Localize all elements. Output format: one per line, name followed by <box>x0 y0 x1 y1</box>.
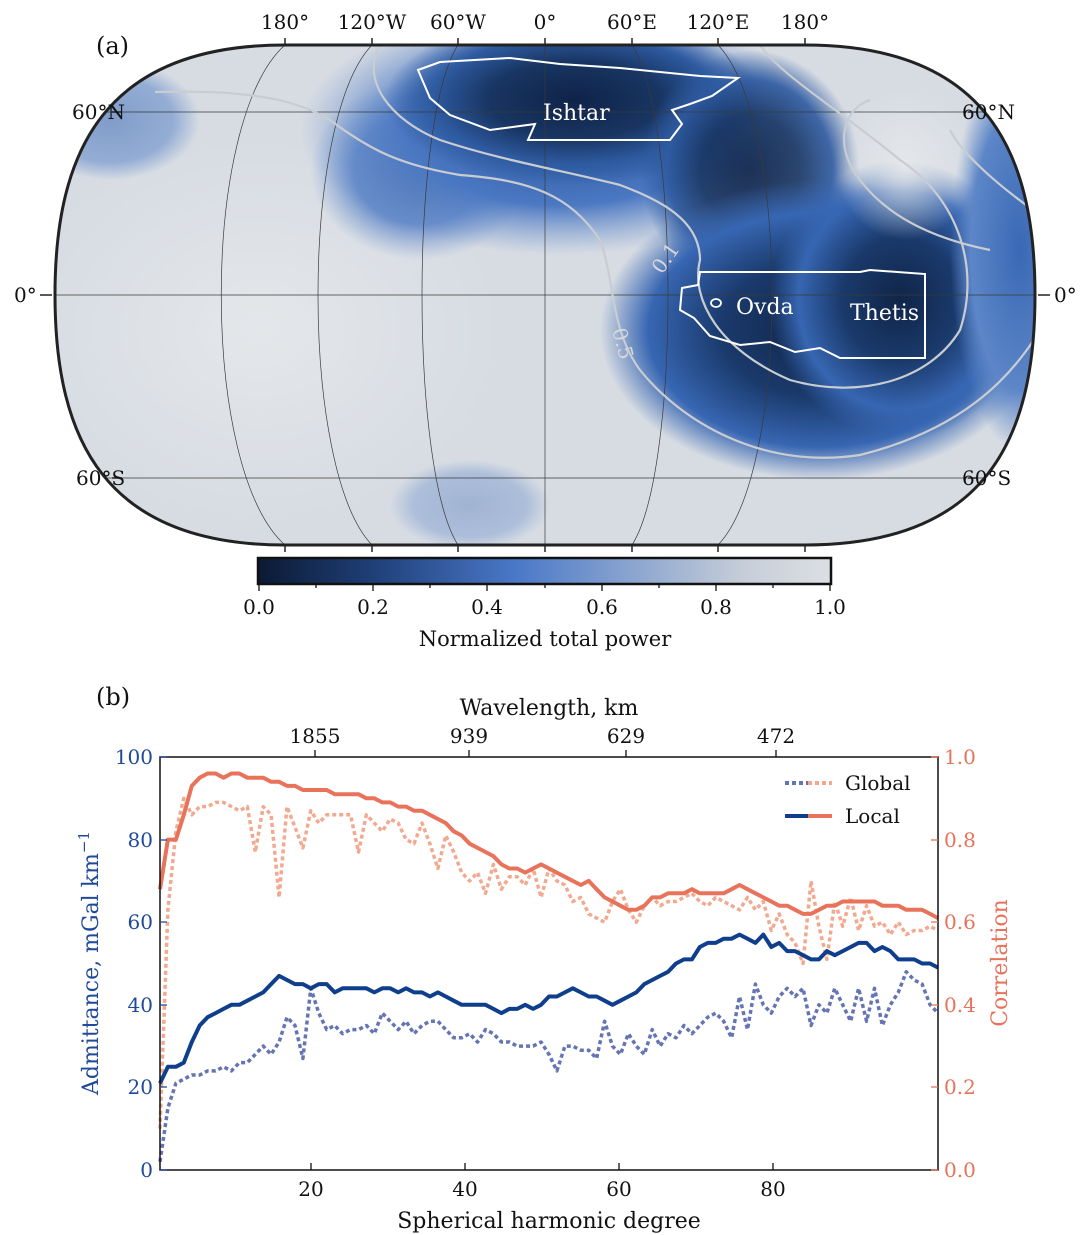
ovda-thetis-outline <box>678 268 926 359</box>
y-right-tick-label: 0.4 <box>944 993 976 1017</box>
lat-label: 60°S <box>76 466 125 490</box>
x-tick-label: 60 <box>606 1177 631 1201</box>
colorbar-tick: 0.6 <box>586 595 618 619</box>
colorbar-tick: 1.0 <box>814 595 846 619</box>
y-right-tick-label: 0.2 <box>944 1075 976 1099</box>
chart-plot-area <box>158 771 940 1162</box>
lon-label: 180° <box>781 10 829 34</box>
y-left-tick-label: 80 <box>128 828 153 852</box>
x-tick-label: 20 <box>298 1177 323 1201</box>
region-label-ishtar: Ishtar <box>543 101 610 126</box>
series-local-admittance <box>158 932 939 1085</box>
lat-label: 60°N <box>962 100 1015 124</box>
series-local-correlation <box>158 771 939 920</box>
colorbar-tick: 0.8 <box>700 595 732 619</box>
series-global-correlation <box>158 796 939 1129</box>
top-axis-label: Wavelength, km <box>460 696 639 721</box>
y-right-axis-label: Correlation <box>988 899 1013 1027</box>
y-right-tick-label: 1.0 <box>944 745 976 769</box>
series-global-admittance <box>158 970 940 1162</box>
y-left-tick-label: 60 <box>128 910 153 934</box>
legend-label-global: Global <box>845 771 911 795</box>
panel-a-label: (a) <box>96 32 129 60</box>
legend: Global Local <box>785 771 911 828</box>
y-right-tick-label: 0.0 <box>944 1158 976 1182</box>
chart-frame <box>159 756 939 1171</box>
lon-label: 0° <box>534 10 557 34</box>
x-tick-label: 80 <box>760 1177 785 1201</box>
colorbar: 0.0 0.2 0.4 0.6 0.8 1.0 Normalized total… <box>243 556 846 651</box>
y-left-tick-label: 0 <box>140 1158 153 1182</box>
colorbar-label: Normalized total power <box>419 627 672 651</box>
colorbar-tick: 0.4 <box>471 595 503 619</box>
panel-b: (b) Wavelength, km 1855 939 629 472 20 4… <box>75 683 1013 1234</box>
y-left-axis-label: Admittance, mGal km−1 <box>75 831 104 1096</box>
x-tick-label: 40 <box>452 1177 477 1201</box>
graticule <box>55 45 1035 545</box>
colorbar-gradient <box>256 556 833 586</box>
y-left-tick-label: 40 <box>128 993 153 1017</box>
x-axis-label: Spherical harmonic degree <box>397 1209 701 1234</box>
y-right-tick-label: 0.6 <box>944 910 976 934</box>
lon-label: 60°W <box>430 10 486 34</box>
y-right-tick-label: 0.8 <box>944 828 976 852</box>
lat-label: 60°S <box>962 466 1011 490</box>
venus-map: 0.1 0.5 Ishtar Ovda Thetis <box>55 45 1035 545</box>
y-left-tick-label: 100 <box>115 745 153 769</box>
colorbar-tick: 0.0 <box>243 595 275 619</box>
top-tick-label: 939 <box>450 724 488 748</box>
lat-label: 0° <box>14 283 37 307</box>
top-tick-label: 1855 <box>290 724 341 748</box>
lon-label: 120°W <box>338 10 407 34</box>
lon-label: 180° <box>261 10 309 34</box>
y-left-tick-label: 20 <box>128 1075 153 1099</box>
ishtar-outline <box>416 56 741 141</box>
lon-label: 60°E <box>607 10 657 34</box>
panel-b-label: (b) <box>96 683 130 711</box>
region-label-ovda: Ovda <box>736 295 794 320</box>
power-contours <box>154 45 1035 459</box>
region-label-thetis: Thetis <box>850 301 919 326</box>
top-tick-label: 629 <box>607 724 645 748</box>
colorbar-tick: 0.2 <box>357 595 389 619</box>
legend-label-local: Local <box>845 804 900 828</box>
lon-label: 120°E <box>687 10 750 34</box>
latitude-labels: 60°N 0° 60°S 60°N 0° 60°S <box>14 100 1077 490</box>
top-tick-label: 472 <box>757 724 795 748</box>
lat-label: 60°N <box>72 100 125 124</box>
panel-a: (a) <box>14 10 1077 651</box>
lat-label: 0° <box>1054 283 1077 307</box>
longitude-labels: 180° 120°W 60°W 0° 60°E 120°E 180° <box>261 10 829 34</box>
